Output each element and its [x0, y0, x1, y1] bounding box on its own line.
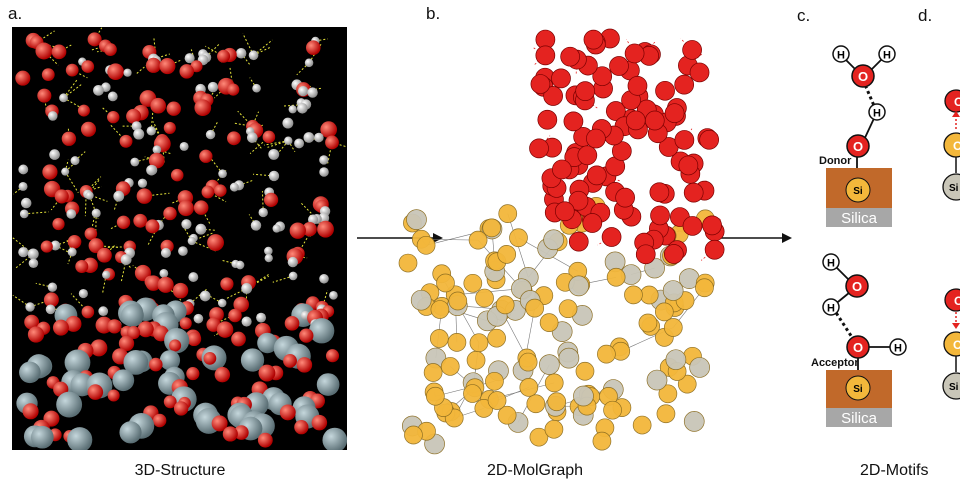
silicon-atom-2	[845, 375, 871, 401]
bridging-hydrogen	[868, 103, 886, 121]
graph-o-top-label: O	[954, 95, 960, 109]
caption-3d-structure: 3D-Structure	[134, 462, 226, 479]
surface-oxygen-2	[846, 335, 870, 359]
bridging-hydrogen-label: H	[873, 108, 881, 120]
water-hydrogen-right	[878, 45, 896, 63]
caption-2d-motifs: 2D-Motifs	[860, 462, 929, 479]
panel-label-b: b.	[426, 4, 441, 23]
graph-si-bottom-label: Si	[949, 382, 959, 393]
graph-o-bottom	[944, 288, 960, 312]
silicon-2-label: Si	[853, 384, 863, 395]
water-hydrogen-bottom	[822, 298, 840, 316]
water-oxygen-2-label: O	[852, 279, 862, 294]
2d-molgraph	[398, 28, 725, 455]
surface-hydrogen-label: H	[894, 343, 902, 355]
water-hydrogen-top-label: H	[827, 258, 835, 270]
silica-bar-2	[826, 408, 892, 427]
water-oxygen-label: O	[858, 69, 868, 84]
silica-bar	[826, 208, 892, 227]
3d-structure-svg	[12, 27, 347, 450]
3d-structure-render	[12, 27, 347, 450]
water-hydrogen-right-label: H	[883, 50, 891, 62]
silicon-label: Si	[853, 186, 863, 197]
caption-2d-molgraph: 2D-MolGraph	[486, 462, 584, 479]
panel-label-d: d.	[918, 6, 933, 25]
surface-oxygen-label: O	[853, 139, 863, 154]
donor-motif: Silica H H O H O Donor Si	[819, 45, 896, 227]
surface-oxygen-2-label: O	[853, 340, 863, 355]
graph-motif-bottom: O O Si	[942, 288, 960, 400]
graph-si-top-label: Si	[949, 183, 959, 194]
graph-si-top	[942, 173, 960, 201]
water-oxygen	[851, 64, 875, 88]
water-hydrogen-left	[832, 45, 850, 63]
water-hydrogen-top	[822, 253, 840, 271]
silica-label: Silica	[841, 210, 878, 227]
acceptor-motif: Silica H O H O H Acceptor Si	[811, 253, 907, 427]
graph-o-bottom-label: O	[954, 294, 960, 308]
panel-label-a: a.	[8, 4, 23, 23]
graph-motif-top: O O Si	[942, 89, 960, 201]
acceptor-label: Acceptor	[811, 357, 859, 369]
panel-label-c: c.	[797, 6, 811, 25]
graph-si-bottom	[942, 372, 960, 400]
donor-label: Donor	[819, 155, 852, 167]
water-oxygen-2	[845, 274, 869, 298]
silicon-atom	[845, 177, 871, 203]
graph-surface-o-top-label: O	[953, 139, 960, 153]
water-hydrogen-bottom-label: H	[827, 303, 835, 315]
graph-surface-o-bottom-label: O	[953, 338, 960, 352]
surface-oxygen	[846, 134, 870, 158]
surface-hydrogen	[889, 338, 907, 356]
water-hydrogen-left-label: H	[837, 50, 845, 62]
silica-label-2: Silica	[841, 410, 878, 427]
